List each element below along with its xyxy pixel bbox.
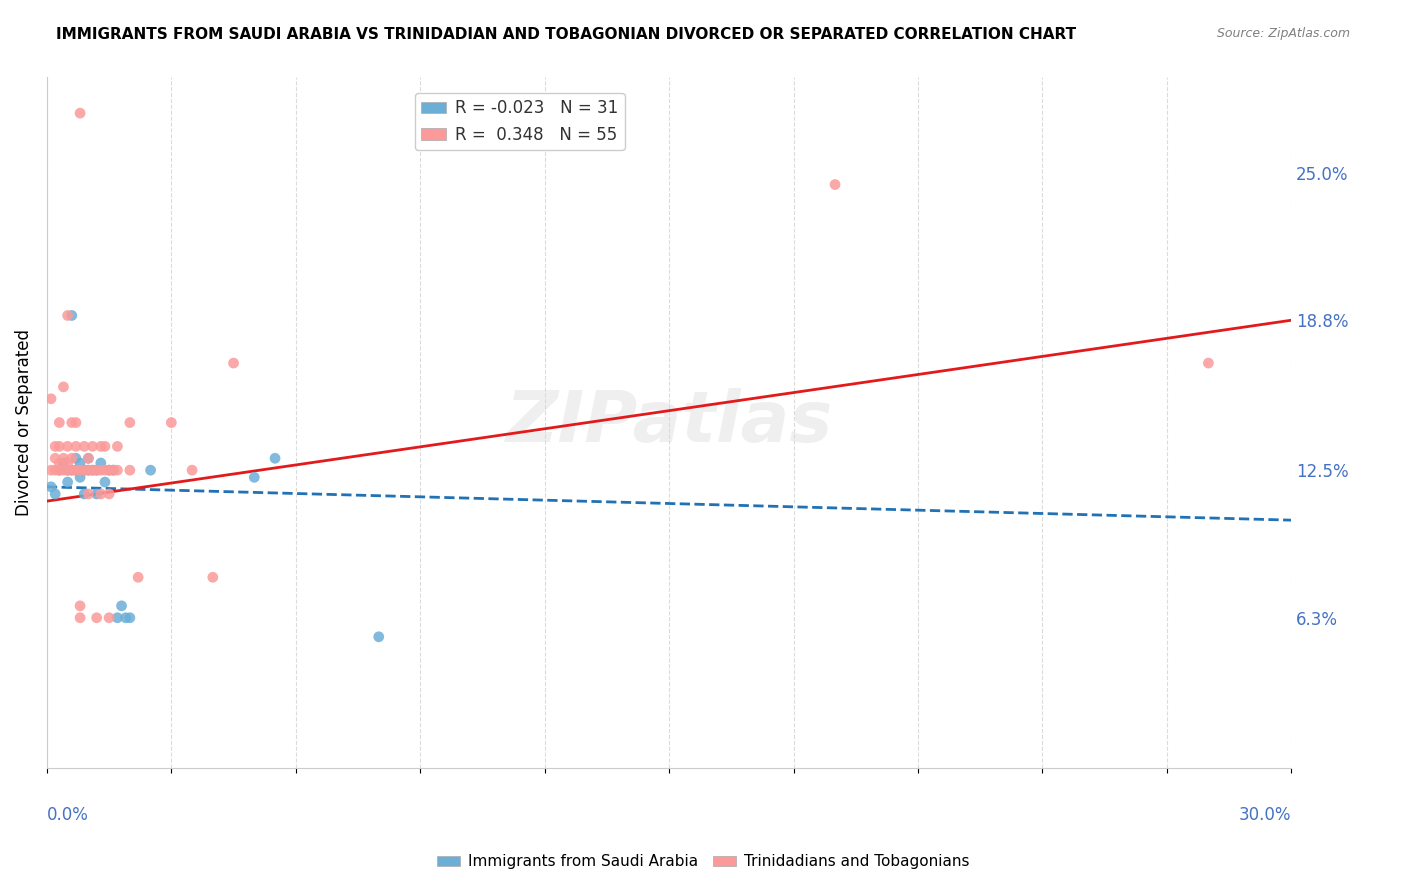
Point bbox=[48, 439, 70, 453]
Point bbox=[44, 487, 66, 501]
Point bbox=[181, 463, 204, 477]
Point bbox=[90, 487, 112, 501]
Point bbox=[65, 416, 87, 430]
Point bbox=[65, 463, 87, 477]
Point bbox=[98, 487, 121, 501]
Point bbox=[160, 416, 183, 430]
Legend: Immigrants from Saudi Arabia, Trinidadians and Tobagonians: Immigrants from Saudi Arabia, Trinidadia… bbox=[430, 848, 976, 875]
Point bbox=[86, 463, 108, 477]
Point bbox=[118, 416, 141, 430]
Point bbox=[94, 475, 117, 489]
Point bbox=[86, 487, 108, 501]
Point bbox=[118, 463, 141, 477]
Text: IMMIGRANTS FROM SAUDI ARABIA VS TRINIDADIAN AND TOBAGONIAN DIVORCED OR SEPARATED: IMMIGRANTS FROM SAUDI ARABIA VS TRINIDAD… bbox=[56, 27, 1077, 42]
Point bbox=[69, 470, 91, 484]
Point bbox=[65, 463, 87, 477]
Point bbox=[73, 439, 96, 453]
Point bbox=[52, 380, 75, 394]
Point bbox=[65, 439, 87, 453]
Y-axis label: Divorced or Separated: Divorced or Separated bbox=[15, 329, 32, 516]
Point bbox=[60, 463, 83, 477]
Point bbox=[39, 480, 62, 494]
Point bbox=[48, 463, 70, 477]
Point bbox=[48, 456, 70, 470]
Point bbox=[69, 599, 91, 613]
Point bbox=[73, 463, 96, 477]
Text: Source: ZipAtlas.com: Source: ZipAtlas.com bbox=[1216, 27, 1350, 40]
Point bbox=[65, 451, 87, 466]
Point bbox=[127, 570, 149, 584]
Text: 30.0%: 30.0% bbox=[1239, 805, 1291, 823]
Point bbox=[103, 463, 125, 477]
Point bbox=[118, 611, 141, 625]
Point bbox=[60, 416, 83, 430]
Point bbox=[94, 463, 117, 477]
Point bbox=[56, 463, 79, 477]
Point bbox=[86, 463, 108, 477]
Point bbox=[52, 463, 75, 477]
Point bbox=[44, 439, 66, 453]
Legend: R = -0.023   N = 31, R =  0.348   N = 55: R = -0.023 N = 31, R = 0.348 N = 55 bbox=[415, 93, 624, 151]
Point bbox=[107, 611, 129, 625]
Point bbox=[1197, 356, 1219, 370]
Point bbox=[222, 356, 245, 370]
Point bbox=[90, 463, 112, 477]
Point bbox=[56, 456, 79, 470]
Point bbox=[82, 439, 104, 453]
Point bbox=[44, 451, 66, 466]
Point bbox=[114, 611, 136, 625]
Point bbox=[73, 487, 96, 501]
Point bbox=[77, 463, 100, 477]
Point bbox=[243, 470, 266, 484]
Point bbox=[56, 475, 79, 489]
Point bbox=[107, 439, 129, 453]
Point bbox=[56, 309, 79, 323]
Point bbox=[110, 599, 132, 613]
Point bbox=[103, 463, 125, 477]
Point bbox=[60, 309, 83, 323]
Point bbox=[139, 463, 162, 477]
Point bbox=[98, 611, 121, 625]
Point bbox=[824, 178, 846, 192]
Point bbox=[98, 463, 121, 477]
Point bbox=[98, 463, 121, 477]
Point bbox=[107, 463, 129, 477]
Text: ZIPatlas: ZIPatlas bbox=[505, 388, 832, 457]
Point bbox=[60, 451, 83, 466]
Point bbox=[77, 451, 100, 466]
Point bbox=[77, 487, 100, 501]
Point bbox=[82, 463, 104, 477]
Point bbox=[39, 463, 62, 477]
Point bbox=[48, 463, 70, 477]
Point bbox=[60, 463, 83, 477]
Point bbox=[77, 463, 100, 477]
Point bbox=[39, 392, 62, 406]
Point bbox=[82, 463, 104, 477]
Point bbox=[73, 463, 96, 477]
Point bbox=[367, 630, 389, 644]
Point bbox=[48, 416, 70, 430]
Point bbox=[201, 570, 224, 584]
Point bbox=[90, 439, 112, 453]
Point bbox=[52, 456, 75, 470]
Point bbox=[69, 611, 91, 625]
Text: 0.0%: 0.0% bbox=[46, 805, 89, 823]
Point bbox=[69, 106, 91, 120]
Point bbox=[69, 463, 91, 477]
Point bbox=[94, 439, 117, 453]
Point bbox=[69, 456, 91, 470]
Point bbox=[56, 439, 79, 453]
Point bbox=[77, 451, 100, 466]
Point bbox=[56, 463, 79, 477]
Point bbox=[52, 451, 75, 466]
Point bbox=[86, 611, 108, 625]
Point bbox=[90, 456, 112, 470]
Point bbox=[264, 451, 287, 466]
Point bbox=[44, 463, 66, 477]
